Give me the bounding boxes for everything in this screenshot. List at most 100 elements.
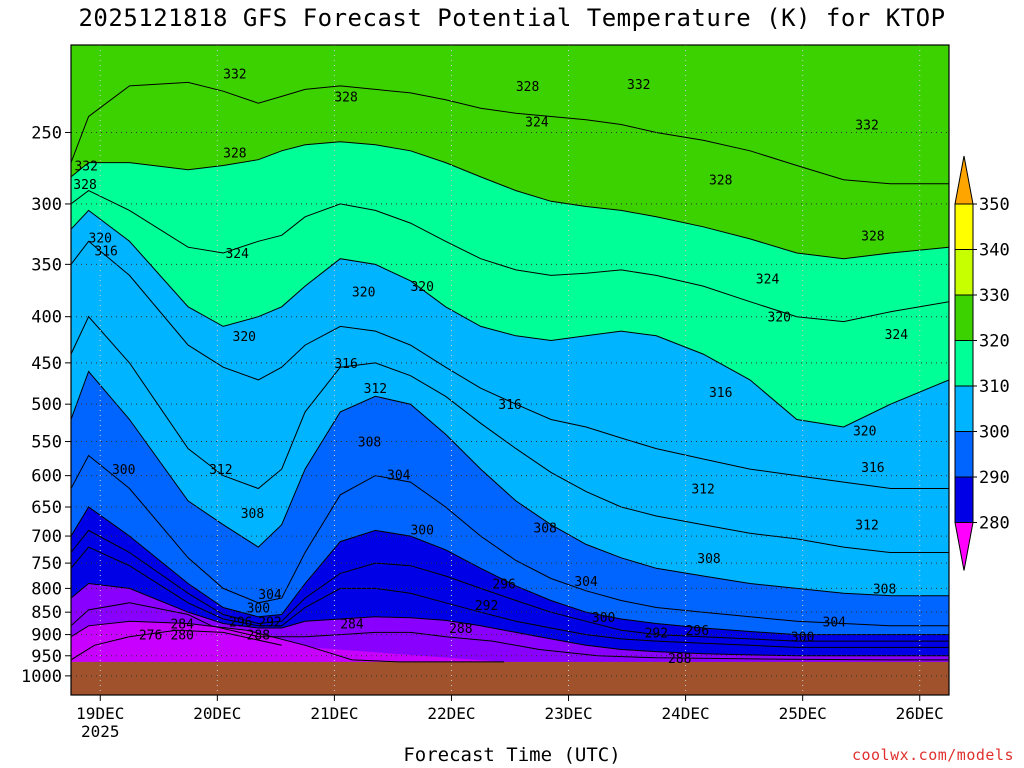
colorbar-label: 290 xyxy=(979,468,1010,488)
colorbar-segment xyxy=(954,294,974,341)
contour-label: 280 xyxy=(170,629,193,644)
contour-fill-layer xyxy=(71,45,949,695)
contour-label: 324 xyxy=(525,115,549,130)
grid-layer xyxy=(71,45,949,695)
colorbar-segment xyxy=(954,431,974,478)
contour-label: 328 xyxy=(334,90,357,105)
contour-label: 324 xyxy=(225,247,249,262)
x-tick-label: 24DEC xyxy=(662,704,710,723)
contour-line-300 xyxy=(71,506,949,636)
contour-label: 312 xyxy=(364,382,387,397)
y-tick-label: 600 xyxy=(31,467,62,487)
contour-line-324 xyxy=(71,190,949,323)
colorbar-label: 340 xyxy=(979,241,1010,261)
y-tick-label: 300 xyxy=(31,195,62,215)
x-tick-label: 22DEC xyxy=(427,704,475,723)
contour-line-312 xyxy=(71,315,949,553)
contour-label: 304 xyxy=(574,575,598,590)
contour-label: 328 xyxy=(223,146,246,161)
contour-label: 320 xyxy=(410,280,433,295)
contour-line-332 xyxy=(71,81,949,185)
colorbar-label: 280 xyxy=(979,514,1010,534)
surface-ground xyxy=(71,661,949,695)
contour-label: 328 xyxy=(861,229,884,244)
y-tick-label: 250 xyxy=(31,123,62,143)
contour-label: 316 xyxy=(498,398,521,413)
contour-line-288 xyxy=(71,582,949,657)
colorbar-bottom-arrow xyxy=(954,522,974,571)
contour-line-layer xyxy=(71,81,949,663)
contour-line-316 xyxy=(71,240,949,489)
contour-line-292 xyxy=(71,546,949,648)
contour-label: 304 xyxy=(823,615,847,630)
y-axis: 250 300 350 400 450 500 550 600 650 700 750 800 850 9… xyxy=(21,123,71,687)
contour-label: 320 xyxy=(768,311,791,326)
contour-line-320 xyxy=(71,209,949,428)
contour-label: 312 xyxy=(855,519,878,534)
contour-line-280 xyxy=(71,620,505,663)
y-tick-label: 900 xyxy=(31,626,62,646)
contour-label: 312 xyxy=(209,463,232,478)
y-tick-label: 1000 xyxy=(21,667,62,687)
contour-label: 296 xyxy=(492,577,515,592)
contour-label: 316 xyxy=(334,357,357,372)
contour-label: 300 xyxy=(791,631,814,646)
colorbar-top-arrow xyxy=(954,155,974,205)
colorbar-label: 330 xyxy=(979,286,1010,306)
contour-label: 292 xyxy=(258,615,281,630)
contour-label: 316 xyxy=(94,245,117,260)
y-tick-label: 850 xyxy=(31,603,62,623)
y-tick-label: 950 xyxy=(31,647,62,667)
x-tick-label: 23DEC xyxy=(544,704,592,723)
contour-label: 316 xyxy=(861,461,884,476)
source-credit: coolwx.com/models xyxy=(851,746,1014,764)
contour-label: 300 xyxy=(592,611,615,626)
x-tick-label: 20DEC xyxy=(193,704,241,723)
contour-label: 316 xyxy=(709,386,732,401)
contour-line-284 xyxy=(71,602,949,661)
contour-label: 312 xyxy=(691,482,714,497)
colorbar-segment xyxy=(954,249,974,296)
x-tick-label: 25DEC xyxy=(779,704,827,723)
contour-label: 308 xyxy=(697,552,720,567)
contour-label: 288 xyxy=(449,622,472,637)
contour-label: 324 xyxy=(756,273,780,288)
contour-line-276 xyxy=(71,629,282,661)
y-tick-label: 650 xyxy=(31,498,62,518)
contour-label: 288 xyxy=(247,629,270,644)
plot-frame xyxy=(70,44,950,696)
y-tick-label: 500 xyxy=(31,395,62,415)
y-tick-label: 550 xyxy=(31,433,62,453)
colorbar: 350 340 330 320 310 300 290 280 xyxy=(954,155,1010,571)
contour-label: 328 xyxy=(709,174,732,189)
chart-title: 2025121818 GFS Forecast Potential Temper… xyxy=(78,4,946,32)
contour-label: 304 xyxy=(387,468,411,483)
colorbar-label: 310 xyxy=(979,377,1010,397)
colorbar-label: 300 xyxy=(979,423,1010,443)
colorbar-segment xyxy=(954,203,974,250)
contour-label: 332 xyxy=(74,160,97,175)
contour-label: 300 xyxy=(112,463,135,478)
contour-label: 320 xyxy=(89,232,112,247)
x-tick-label: 21DEC xyxy=(310,704,358,723)
colorbar-segment xyxy=(954,385,974,432)
contour-label: 292 xyxy=(645,626,668,641)
contour-label: 308 xyxy=(873,582,896,597)
y-tick-label: 750 xyxy=(31,554,62,574)
contour-label: 328 xyxy=(516,80,539,95)
y-tick-label: 450 xyxy=(31,354,62,374)
contour-label: 304 xyxy=(258,588,282,603)
contour-label: 332 xyxy=(627,78,650,93)
contour-label: 284 xyxy=(340,618,364,633)
x-tick-label: 26DEC xyxy=(896,704,944,723)
contour-line-304 xyxy=(71,454,949,627)
x-axis-title: Forecast Time (UTC) xyxy=(403,744,621,766)
colorbar-segment xyxy=(954,340,974,387)
contour-label: 308 xyxy=(241,507,264,522)
y-tick-label: 800 xyxy=(31,579,62,599)
contour-label: 284 xyxy=(170,618,194,633)
y-tick-label: 700 xyxy=(31,527,62,547)
contour-label: 300 xyxy=(247,602,270,617)
